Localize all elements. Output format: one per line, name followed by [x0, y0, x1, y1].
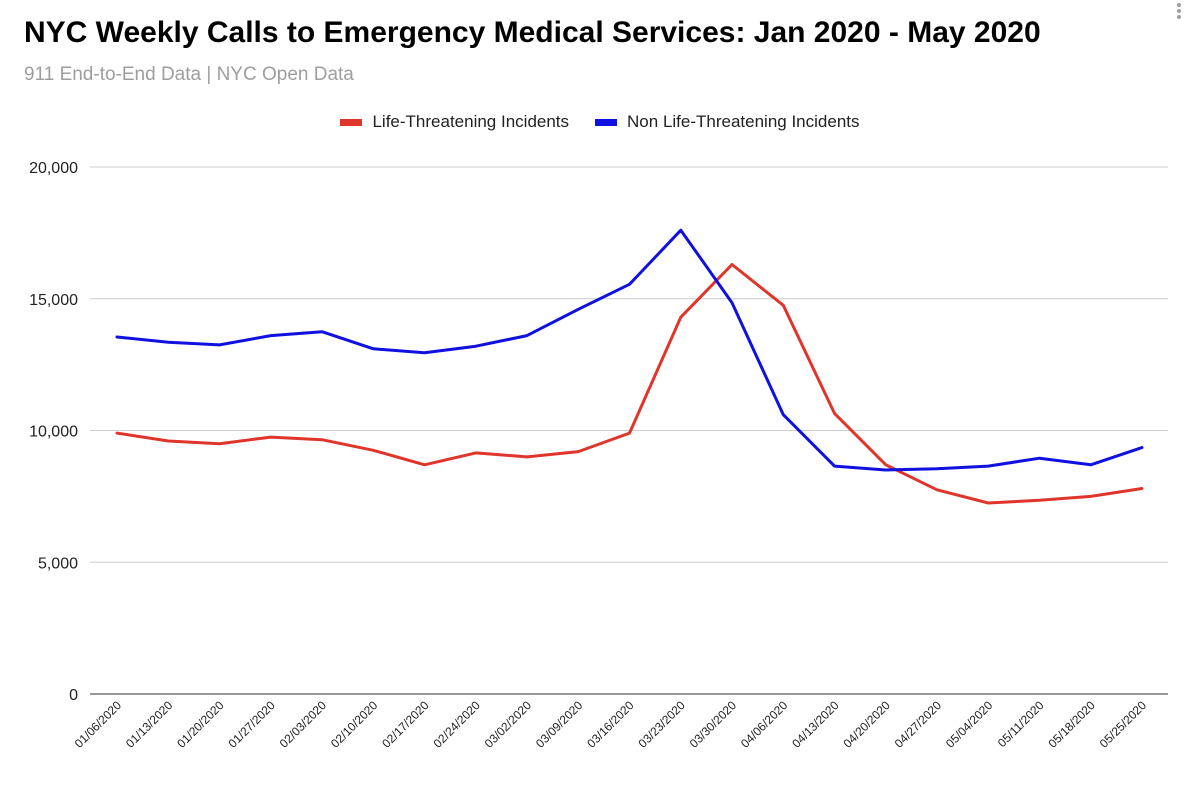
y-tick-label: 0 — [69, 687, 78, 704]
x-axis-tick-labels: 01/06/202001/13/202001/20/202001/27/2020… — [72, 698, 1150, 751]
x-tick-label: 02/03/2020 — [277, 698, 330, 751]
x-tick-label: 03/30/2020 — [687, 698, 740, 751]
y-tick-label: 5,000 — [38, 555, 78, 572]
x-tick-label: 05/11/2020 — [995, 698, 1047, 750]
x-tick-label: 02/24/2020 — [431, 698, 484, 751]
legend-swatch-life-threatening — [340, 118, 363, 126]
gridlines — [90, 166, 1168, 695]
x-tick-label: 05/18/2020 — [1046, 698, 1099, 751]
y-axis-tick-labels: 0 5,000 10,000 15,000 20,000 — [29, 160, 78, 704]
x-tick-label: 01/20/2020 — [174, 698, 227, 751]
x-tick-label: 03/09/2020 — [533, 698, 586, 751]
x-tick-label: 04/20/2020 — [841, 698, 894, 751]
x-tick-label: 04/06/2020 — [738, 698, 791, 751]
legend-label-non-life-threatening: Non Life-Threatening Incidents — [627, 112, 860, 131]
y-tick-label: 20,000 — [29, 160, 78, 177]
series-line-life-threatening[interactable] — [115, 263, 1144, 505]
vertical-dots-icon[interactable] — [1166, 2, 1192, 20]
x-tick-label: 02/17/2020 — [379, 698, 432, 751]
x-tick-label: 05/25/2020 — [1097, 698, 1150, 751]
legend-item-non-life-threatening[interactable]: Non Life-Threatening Incidents — [595, 112, 860, 132]
x-tick-label: 04/27/2020 — [892, 698, 945, 751]
x-tick-label: 05/04/2020 — [943, 698, 996, 751]
x-tick-label: 03/23/2020 — [636, 698, 689, 751]
x-tick-label: 03/16/2020 — [584, 698, 637, 751]
chart-legend: Life-Threatening Incidents Non Life-Thre… — [0, 112, 1200, 132]
x-tick-label: 01/27/2020 — [226, 698, 279, 751]
x-tick-label: 03/02/2020 — [482, 698, 535, 751]
series-lines — [115, 228, 1144, 505]
y-tick-label: 10,000 — [29, 424, 78, 441]
legend-item-life-threatening[interactable]: Life-Threatening Incidents — [340, 112, 569, 132]
x-tick-label: 01/06/2020 — [72, 698, 125, 751]
chart-title: NYC Weekly Calls to Emergency Medical Se… — [24, 16, 1041, 49]
legend-label-life-threatening: Life-Threatening Incidents — [372, 112, 570, 131]
series-line-non-life-threatening[interactable] — [115, 228, 1144, 472]
legend-swatch-non-life-threatening — [595, 118, 618, 126]
x-tick-label: 01/13/2020 — [123, 698, 176, 751]
chart-subtitle: 911 End-to-End Data | NYC Open Data — [24, 64, 354, 85]
x-tick-label: 04/13/2020 — [789, 698, 842, 751]
x-tick-label: 02/10/2020 — [328, 698, 381, 751]
y-tick-label: 15,000 — [29, 292, 78, 309]
